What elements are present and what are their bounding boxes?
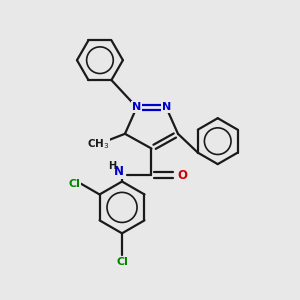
Text: Cl: Cl	[68, 178, 80, 189]
Text: N: N	[114, 165, 124, 178]
Text: H: H	[108, 160, 116, 171]
Text: Cl: Cl	[116, 257, 128, 268]
Text: N: N	[162, 102, 171, 112]
Text: N: N	[132, 102, 141, 112]
Text: O: O	[177, 169, 187, 182]
Text: CH$_3$: CH$_3$	[87, 137, 110, 151]
